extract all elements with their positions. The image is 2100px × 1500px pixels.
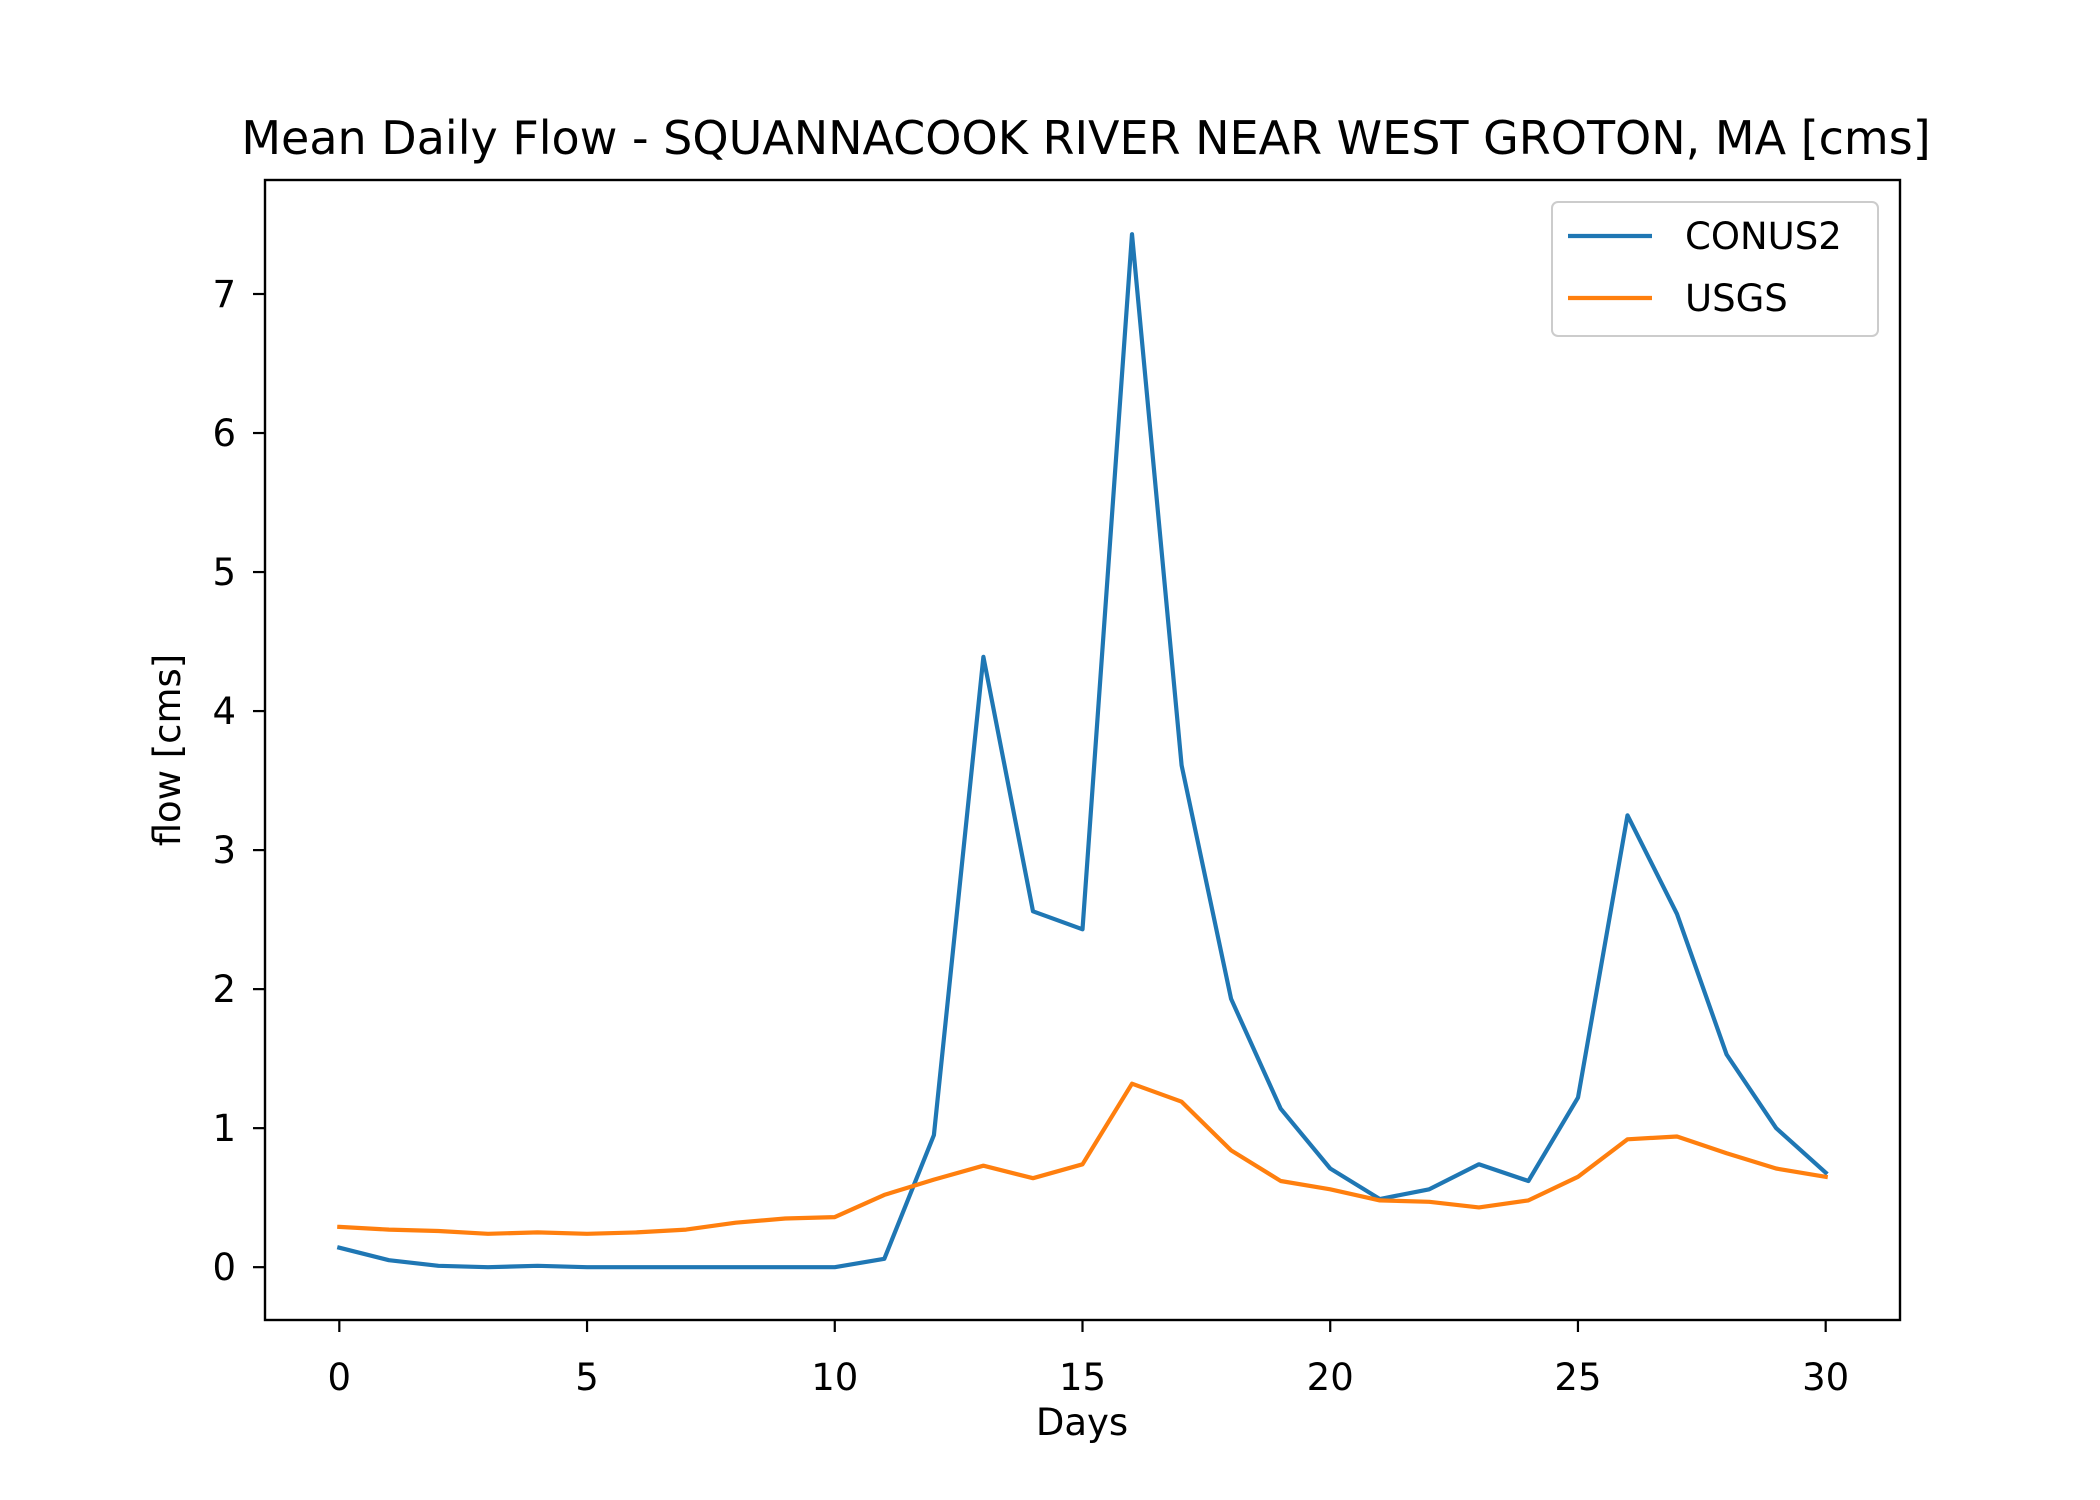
- x-tick-label: 25: [1554, 1356, 1601, 1399]
- y-axis-label: flow [cms]: [146, 654, 189, 847]
- legend: CONUS2 USGS: [1551, 201, 1879, 337]
- x-tick-label: 15: [1059, 1356, 1106, 1399]
- x-tick-label: 30: [1802, 1356, 1849, 1399]
- x-tick-label: 5: [575, 1356, 599, 1399]
- series-line-conus2: [336, 232, 1829, 1270]
- y-tick-label: 0: [212, 1246, 236, 1289]
- y-tick-label: 5: [212, 551, 236, 594]
- x-tick-label: 20: [1307, 1356, 1354, 1399]
- legend-label-usgs: USGS: [1685, 277, 1788, 320]
- y-tick-label: 7: [212, 273, 236, 316]
- y-tick-label: 4: [212, 690, 236, 733]
- x-axis: 0 5 10 15 20 25 30: [328, 1320, 1849, 1399]
- y-tick-label: 3: [212, 829, 236, 872]
- legend-label-conus2: CONUS2: [1685, 215, 1842, 258]
- y-tick-label: 1: [212, 1107, 236, 1150]
- x-tick-label: 0: [328, 1356, 352, 1399]
- y-tick-label: 6: [212, 412, 236, 455]
- y-axis: 0 1 2 3 4 5 6 7: [212, 273, 265, 1289]
- series-line-usgs: [337, 1081, 1829, 1236]
- series-layer: [336, 232, 1829, 1270]
- chart-title: Mean Daily Flow - SQUANNACOOK RIVER NEAR…: [241, 111, 1930, 165]
- y-tick-label: 2: [212, 968, 236, 1011]
- x-tick-label: 10: [811, 1356, 858, 1399]
- x-axis-label: Days: [1036, 1401, 1128, 1444]
